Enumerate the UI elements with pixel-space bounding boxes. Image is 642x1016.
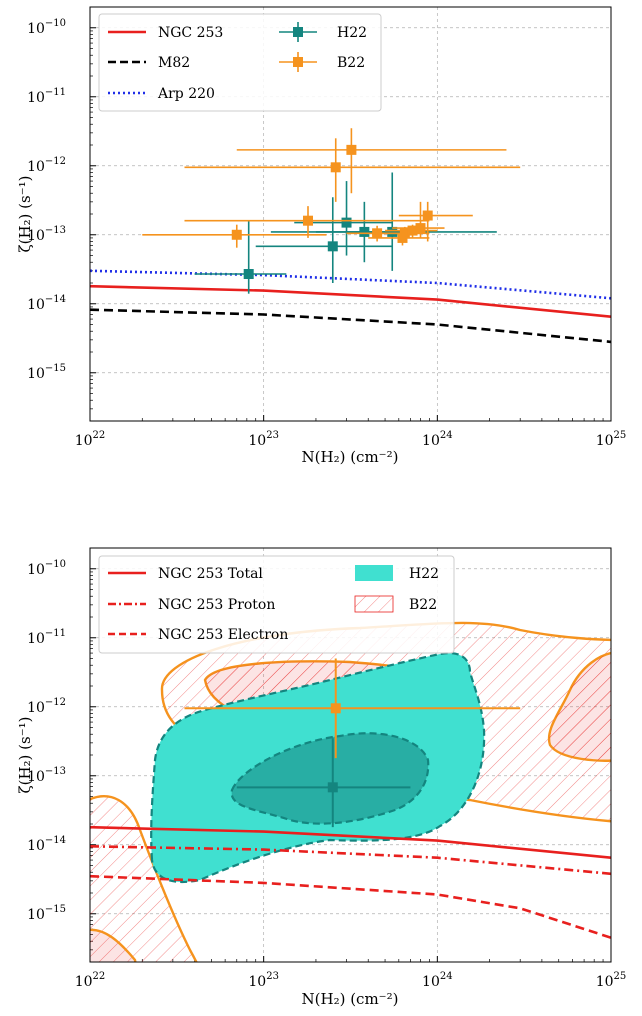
b22-datapoint [368,226,430,242]
x-tick-label: 1023 [248,430,279,449]
top-x-axis-label: N(H₂) (cm⁻²) [302,448,399,466]
y-tick-label: 10−13 [27,766,66,785]
h22-median-point [236,738,411,828]
b22-datapoint [142,224,327,248]
y-tick-label: 10−15 [27,904,66,923]
b22-median-point [184,658,521,759]
x-tick-label: 1022 [75,971,106,990]
y-tick-label: 10−10 [27,559,66,578]
b22-datapoint [184,138,521,202]
h22-contours [150,652,486,884]
y-tick-label: 10−11 [27,628,66,647]
y-tick-label: 10−15 [27,363,66,382]
h22-datapoint [255,197,393,283]
legend-ngc253: NGC 253 [158,25,223,41]
y-tick-label: 10−14 [27,835,66,854]
model-line-ngc-253 [90,284,611,318]
legend-b22-contour: B22 [409,597,437,613]
legend-h22-contour: H22 [409,566,439,582]
h22-datapoint [194,220,287,294]
y-tick-label: 10−12 [27,156,66,175]
model-line-ngc-253-electron [90,874,611,939]
top-y-axis-label: ζ(H₂) (s⁻¹) [16,175,34,252]
legend-ngc253-total: NGC 253 Total [158,566,263,582]
top-legend: NGC 253 M82 Arp 220 H22 B22 [98,13,382,112]
y-tick-label: 10−12 [27,697,66,716]
bottom-errorbars [184,658,521,828]
y-tick-label: 10−14 [27,294,66,313]
bottom-panel: 1022 1023 1024 1025 10−15 10−14 10−13 10−12 10−1… [16,547,627,1008]
h22-inner-contour [230,732,430,825]
b22-lower-left-contour [90,795,198,962]
top-panel: 1022 1023 1024 1025 10−15 10−14 10−13 10−12 10−1… [16,6,626,466]
y-tick-label: 10−11 [27,87,66,106]
b22-datapoint [392,201,445,238]
legend-b22-swatch [354,595,394,613]
y-tick-label: 10−13 [27,225,66,244]
y-tick-label: 10−10 [27,18,66,37]
legend-h22-swatch [355,565,393,581]
x-tick-label: 1022 [75,430,106,449]
bottom-legend: NGC 253 Total NGC 253 Proton NGC 253 Ele… [98,555,455,654]
b22-datapoint [398,201,473,242]
b22-right-contour-hatch [549,653,611,761]
x-tick-label: 1025 [596,430,627,449]
model-line-ngc-253-total [90,825,611,859]
top-ticks: 1022 1023 1024 1025 10−15 10−14 10−13 10−12 10−1… [27,18,626,449]
legend-b22: B22 [337,55,365,71]
legend-b22-marker [279,52,317,72]
model-line-ngc-253-proton [90,845,611,876]
bottom-y-axis-label: ζ(H₂) (s⁻¹) [16,716,34,793]
model-line-arp-220 [90,269,611,300]
b22-datapoint [385,224,438,238]
legend-m82: M82 [158,55,190,71]
b22-lower-left-inner [90,928,137,962]
legend-h22: H22 [337,25,367,41]
model-line-m82 [90,308,611,344]
bottom-model-lines [90,825,611,939]
x-tick-label: 1023 [248,971,279,990]
bottom-x-axis-label: N(H₂) (cm⁻²) [302,990,399,1008]
legend-arp220: Arp 220 [157,86,215,102]
b22-datapoint [184,206,430,238]
top-errorbars [142,128,521,294]
x-tick-label: 1025 [596,971,627,990]
x-tick-label: 1024 [422,971,453,990]
top-model-lines [90,269,611,344]
legend-h22-marker [279,22,317,42]
legend-ngc253-electron: NGC 253 Electron [158,627,288,643]
legend-ngc253-proton: NGC 253 Proton [158,597,275,613]
x-tick-label: 1024 [422,430,453,449]
b22-datapoint [236,128,507,194]
